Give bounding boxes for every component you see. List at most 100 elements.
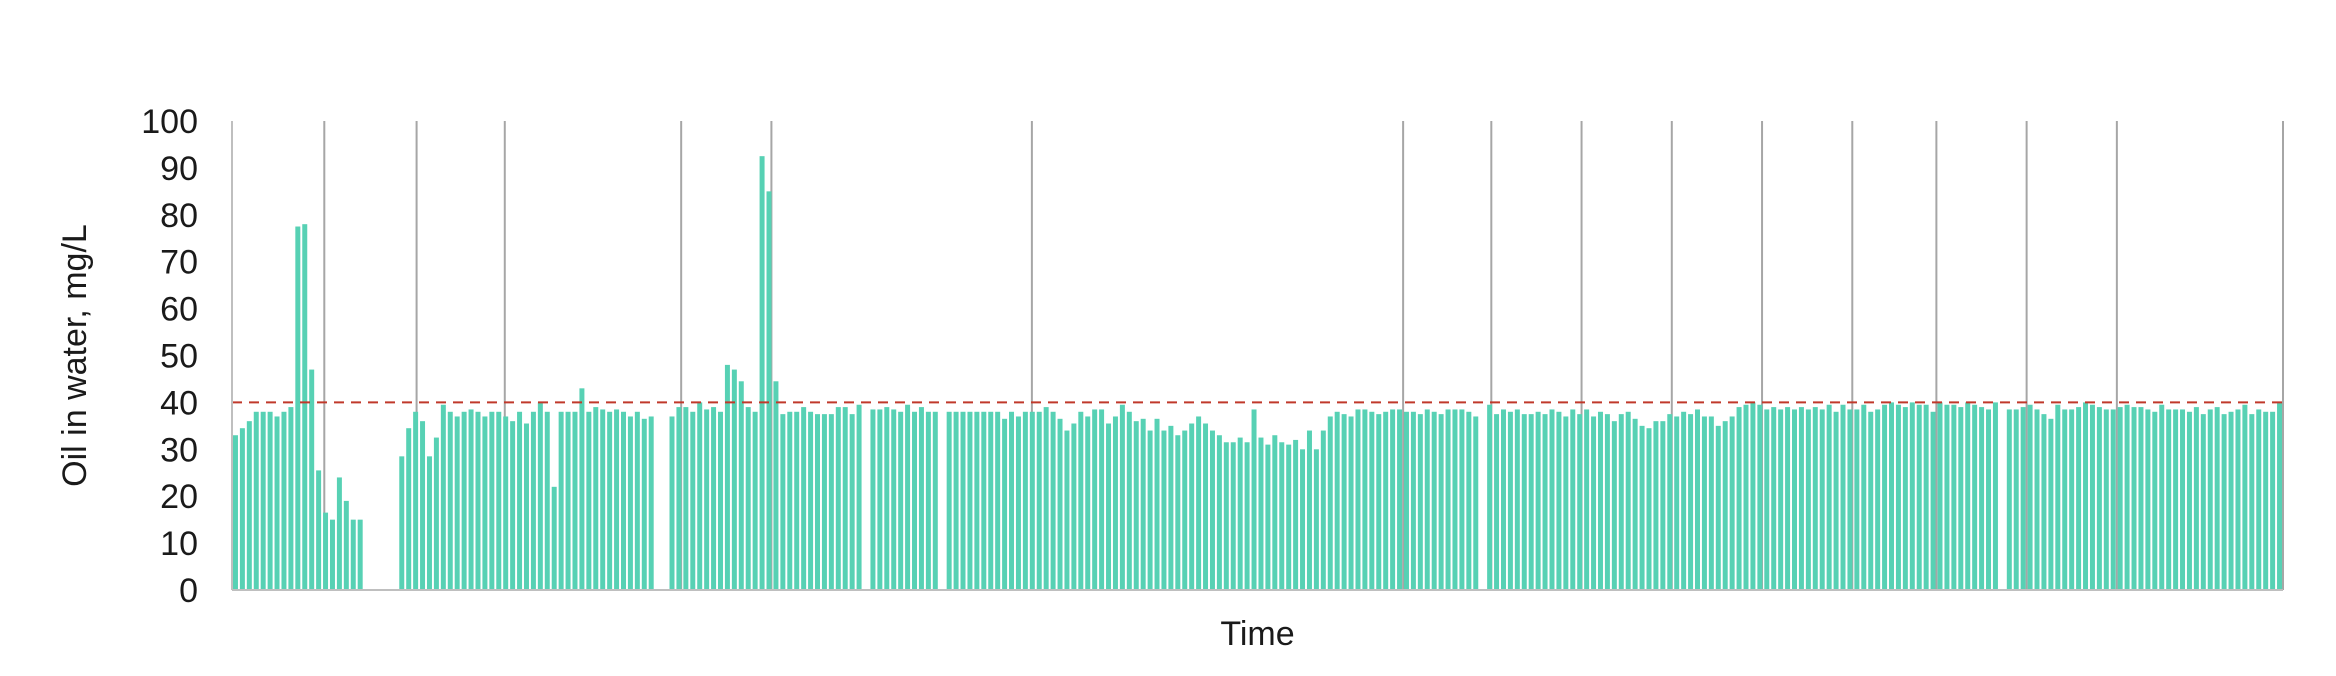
y-tick-label-30: 30: [160, 431, 198, 469]
bar-197: [1591, 416, 1597, 590]
bar-117: [1036, 411, 1042, 590]
bar-205: [1646, 428, 1652, 590]
bar-251: [1965, 402, 1971, 590]
bar-296: [2277, 402, 2283, 590]
bar-10: [295, 226, 301, 590]
bar-247: [1937, 402, 1943, 590]
bar-55: [607, 411, 613, 590]
bar-128: [1112, 416, 1118, 590]
bar-137: [1175, 435, 1181, 590]
bar-277: [2145, 409, 2151, 590]
bar-171: [1410, 411, 1416, 590]
bar-201: [1618, 414, 1624, 591]
bar-94: [877, 409, 883, 590]
bar-260: [2027, 404, 2033, 590]
bar-134: [1154, 418, 1160, 590]
bar-227: [1798, 407, 1804, 590]
bar-49: [565, 411, 571, 590]
bar-234: [1847, 409, 1853, 590]
bar-294: [2263, 411, 2269, 590]
bar-84: [808, 411, 814, 590]
bar-179: [1466, 411, 1472, 590]
bar-289: [2228, 411, 2234, 590]
bar-287: [2214, 407, 2220, 590]
bar-156: [1306, 430, 1312, 590]
bar-272: [2110, 409, 2116, 590]
bar-60: [641, 418, 647, 590]
bar-110: [988, 411, 994, 590]
bar-210: [1681, 411, 1687, 590]
bar-288: [2221, 414, 2227, 591]
y-axis-title: Oil in water, mg/L: [56, 224, 94, 487]
bar-183: [1494, 414, 1500, 591]
bar-113: [1009, 411, 1015, 590]
bar-165: [1369, 411, 1375, 590]
bar-89: [842, 407, 848, 590]
bar-176: [1445, 409, 1451, 590]
bar-58: [627, 416, 633, 590]
bar-123: [1078, 411, 1084, 590]
bar-261: [2034, 409, 2040, 590]
bar-140: [1196, 416, 1202, 590]
bar-158: [1320, 430, 1326, 590]
bar-244: [1916, 404, 1922, 590]
bar-54: [600, 409, 606, 590]
y-tick-labels: 0 10 20 30 40 50 60 70 80 90 100: [141, 103, 198, 610]
bar-25: [399, 456, 405, 590]
bar-57: [621, 411, 626, 590]
bar-96: [891, 409, 897, 590]
bar-150: [1265, 444, 1271, 590]
bar-108: [974, 411, 980, 590]
bar-126: [1099, 409, 1105, 590]
y-tick-label-70: 70: [160, 244, 198, 282]
bar-249: [1951, 404, 1957, 590]
bar-276: [2138, 407, 2144, 590]
bar-118: [1043, 407, 1049, 590]
bar-35: [468, 409, 474, 590]
bar-8: [281, 411, 287, 590]
bar-282: [2180, 409, 2186, 590]
bar-218: [1736, 407, 1742, 590]
bar-119: [1050, 411, 1056, 590]
bar-255: [1992, 402, 1998, 590]
bar-166: [1376, 414, 1382, 591]
bar-259: [2020, 407, 2026, 590]
bar-34: [461, 411, 467, 590]
y-tick-label-10: 10: [160, 525, 198, 563]
bar-254: [1986, 409, 1992, 590]
bar-167: [1383, 411, 1389, 590]
bar-71: [718, 411, 723, 590]
bar-293: [2256, 409, 2262, 590]
bar-91: [856, 404, 862, 590]
bar-15: [329, 519, 335, 590]
bar-189: [1535, 411, 1541, 590]
bar-98: [905, 404, 911, 590]
bar-200: [1611, 421, 1617, 590]
bar-59: [634, 411, 640, 590]
bar-72: [724, 364, 730, 590]
bar-142: [1209, 430, 1215, 590]
bar-36: [475, 411, 481, 590]
bar-152: [1279, 442, 1285, 590]
bar-213: [1701, 416, 1707, 590]
bar-85: [815, 414, 820, 591]
bar-29: [426, 456, 432, 590]
bar-64: [669, 416, 675, 590]
bar-148: [1251, 409, 1257, 590]
bar-13: [316, 470, 322, 590]
bar-164: [1362, 409, 1368, 590]
bar-101: [925, 411, 931, 590]
bar-138: [1182, 430, 1188, 590]
bar-248: [1944, 404, 1950, 590]
bar-157: [1313, 449, 1319, 590]
bar-228: [1805, 409, 1811, 590]
bar-80: [780, 414, 786, 591]
bar-178: [1459, 409, 1465, 590]
bar-221: [1757, 404, 1763, 590]
bar-5: [260, 411, 266, 590]
bar-26: [406, 428, 412, 590]
bar-232: [1833, 411, 1839, 590]
bar-75: [745, 407, 751, 590]
bar-93: [870, 409, 876, 590]
bar-290: [2235, 409, 2241, 590]
